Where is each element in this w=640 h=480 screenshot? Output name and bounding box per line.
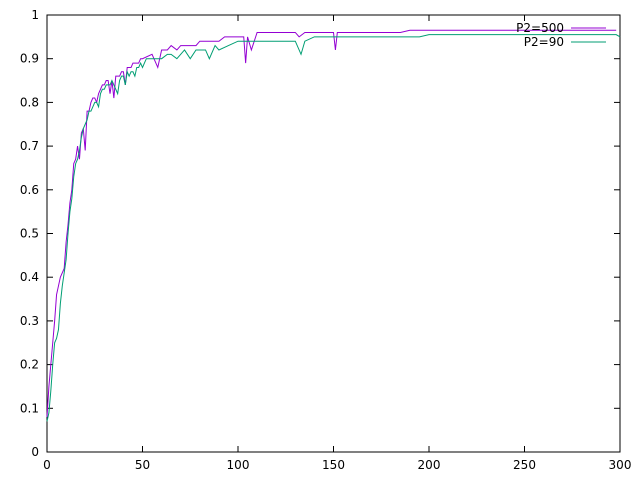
series-layer [46,29,621,422]
y-tick-label: 0.8 [20,95,39,109]
y-tick-label: 0.9 [20,52,39,66]
legend-label-1: P2=500 [516,21,564,35]
x-tick-label: 300 [609,458,632,472]
y-tick-label: 0.1 [20,401,39,415]
x-tick-label: 250 [513,458,536,472]
y-tick-label: 0.2 [20,358,39,372]
y-tick-label: 0 [31,445,39,459]
axes: 0 50 100 150 200 250 300 0 0.1 0.2 0.3 0.4 0.5 0.6 0.7… [20,8,632,472]
y-tick-label: 0.6 [20,183,39,197]
y-tick-label: 1 [31,8,39,22]
legend-label-2: P2=90 [524,35,564,49]
x-tick-label: 100 [227,458,250,472]
x-tick-label: 200 [418,458,441,472]
y-tick-label: 0.5 [20,227,39,241]
y-tick-label: 0.3 [20,314,39,328]
series-line-2 [46,34,621,422]
x-tick-label: 0 [43,458,51,472]
y-tick-label: 0.4 [20,270,39,284]
x-tick-label: 50 [135,458,150,472]
y-tick-label: 0.7 [20,139,39,153]
x-tick-label: 150 [322,458,345,472]
